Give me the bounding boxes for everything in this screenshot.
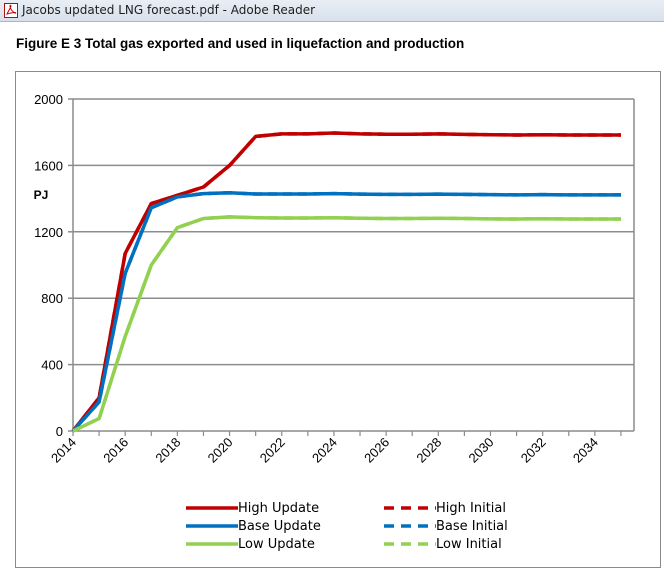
legend-label-low-update: Low Update (238, 537, 315, 552)
chart-frame: 0 400 800 1200 1600 2000 PJ 2014 2016 2018 2020 202… (15, 71, 661, 568)
x-tick-label-2034: 2034 (570, 435, 601, 466)
legend-label-base-update: Base Update (238, 519, 321, 534)
legend-label-low-initial: Low Initial (436, 537, 502, 552)
series-line-base-update (71, 191, 621, 433)
pdf-document-icon (4, 3, 18, 18)
series-line-high-update (71, 131, 621, 433)
y-tick-label-1600: 1600 (34, 158, 63, 173)
series-line-high-initial (71, 131, 621, 433)
figure-title: Figure E 3 Total gas exported and used i… (16, 36, 465, 51)
x-tick-label-2030: 2030 (466, 435, 497, 466)
y-tick-label-400: 400 (41, 358, 63, 373)
x-tick-label-2016: 2016 (100, 435, 131, 466)
x-tick-label-2014: 2014 (48, 435, 79, 466)
x-tick-label-2018: 2018 (152, 435, 183, 466)
x-tick-label-2026: 2026 (361, 435, 392, 466)
window-title-bar: Jacobs updated LNG forecast.pdf - Adobe … (0, 0, 664, 22)
x-tick-label-2022: 2022 (257, 435, 288, 466)
y-tick-label-2000: 2000 (34, 92, 63, 107)
x-tick-label-2032: 2032 (518, 435, 549, 466)
window-title: Jacobs updated LNG forecast.pdf - Adobe … (22, 3, 316, 17)
series-line-base-initial (71, 191, 621, 433)
legend-label-high-initial: High Initial (436, 501, 506, 516)
x-tick-label-2020: 2020 (205, 435, 236, 466)
legend-label-high-update: High Update (238, 501, 319, 516)
y-axis-label: PJ (34, 188, 49, 202)
series-line-low-update (72, 215, 621, 433)
x-tick-label-2028: 2028 (413, 435, 444, 466)
y-tick-label-0: 0 (56, 424, 63, 439)
line-chart: 0 400 800 1200 1600 2000 PJ 2014 2016 2018 2020 202… (34, 92, 635, 552)
series-line-low-initial (72, 215, 621, 433)
y-tick-label-800: 800 (41, 291, 63, 306)
y-tick-label-1200: 1200 (34, 225, 63, 240)
legend-label-base-initial: Base Initial (436, 519, 508, 534)
x-tick-label-2024: 2024 (309, 435, 340, 466)
